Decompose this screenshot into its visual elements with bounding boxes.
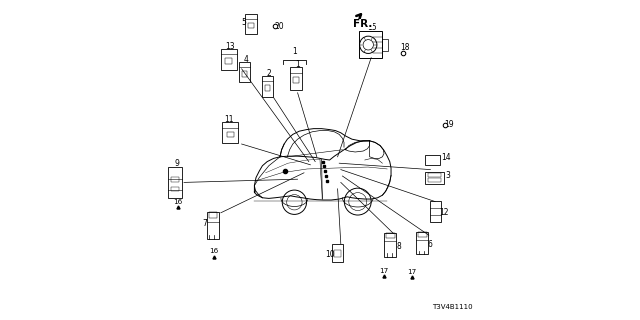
- Bar: [265, 85, 269, 91]
- Bar: [332, 244, 343, 262]
- Text: FR.: FR.: [353, 19, 372, 28]
- Bar: [417, 232, 429, 254]
- Text: 4: 4: [244, 55, 249, 64]
- Bar: [225, 58, 232, 64]
- Bar: [418, 232, 427, 237]
- Bar: [426, 155, 440, 165]
- Bar: [221, 49, 237, 70]
- Text: 5: 5: [242, 18, 246, 27]
- Bar: [386, 233, 395, 238]
- Text: 2: 2: [266, 69, 271, 78]
- Bar: [262, 76, 273, 97]
- Bar: [334, 250, 341, 257]
- Text: 6: 6: [428, 240, 433, 249]
- Text: 1: 1: [295, 60, 300, 69]
- Text: 1: 1: [292, 47, 297, 56]
- Bar: [209, 212, 217, 218]
- Text: 12: 12: [439, 208, 449, 217]
- Text: 19: 19: [444, 120, 454, 129]
- Bar: [245, 14, 257, 34]
- Bar: [428, 173, 441, 177]
- Bar: [168, 167, 182, 197]
- Bar: [293, 77, 299, 83]
- Text: 11: 11: [224, 116, 234, 124]
- Text: T3V4B1110: T3V4B1110: [433, 304, 473, 310]
- Bar: [243, 71, 247, 76]
- Text: 10: 10: [324, 250, 335, 259]
- Text: 3: 3: [445, 171, 451, 180]
- Bar: [430, 201, 442, 222]
- Bar: [384, 233, 397, 257]
- Bar: [172, 177, 179, 182]
- Bar: [227, 132, 234, 137]
- Text: 13: 13: [225, 42, 236, 51]
- Text: 18: 18: [400, 43, 410, 52]
- Text: 15: 15: [367, 23, 377, 32]
- Text: 7: 7: [202, 220, 207, 228]
- Text: 16: 16: [173, 199, 182, 205]
- Text: 17: 17: [407, 269, 416, 275]
- Text: 20: 20: [275, 22, 284, 31]
- Bar: [207, 212, 219, 239]
- Text: 17: 17: [380, 268, 388, 274]
- Text: 9: 9: [175, 159, 179, 168]
- Bar: [381, 39, 388, 51]
- Text: 8: 8: [396, 242, 401, 251]
- Text: 14: 14: [442, 153, 451, 162]
- Bar: [359, 31, 382, 58]
- Bar: [290, 67, 303, 90]
- Text: 16: 16: [209, 248, 218, 254]
- Bar: [425, 172, 444, 184]
- Bar: [172, 187, 179, 191]
- Bar: [428, 178, 441, 182]
- Bar: [248, 23, 254, 28]
- Bar: [223, 122, 239, 143]
- Bar: [239, 61, 250, 83]
